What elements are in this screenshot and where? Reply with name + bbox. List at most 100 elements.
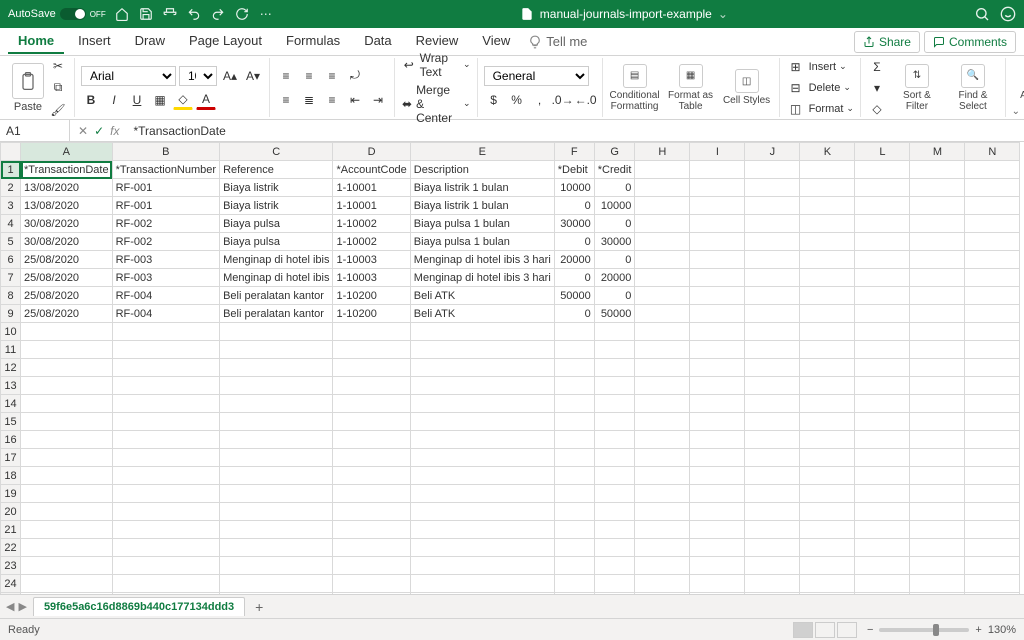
cell[interactable] — [965, 521, 1020, 539]
cell[interactable] — [554, 485, 594, 503]
cell[interactable] — [690, 485, 745, 503]
cell[interactable] — [333, 557, 410, 575]
row-header[interactable]: 15 — [1, 413, 21, 431]
cell[interactable] — [800, 197, 855, 215]
cell[interactable] — [745, 593, 800, 595]
cell[interactable] — [855, 269, 910, 287]
conditional-formatting-button[interactable]: ▤Conditional Formatting — [609, 64, 661, 112]
row-header[interactable]: 6 — [1, 251, 21, 269]
cell[interactable]: Biaya pulsa — [220, 215, 333, 233]
row-header[interactable]: 2 — [1, 179, 21, 197]
cell[interactable] — [855, 215, 910, 233]
cell[interactable] — [800, 233, 855, 251]
cell[interactable] — [112, 503, 219, 521]
row-header[interactable]: 22 — [1, 539, 21, 557]
cell[interactable] — [554, 431, 594, 449]
menu-tab-home[interactable]: Home — [8, 29, 64, 54]
cell[interactable] — [910, 215, 965, 233]
cell[interactable] — [910, 377, 965, 395]
view-normal-icon[interactable] — [793, 622, 813, 638]
cell[interactable] — [635, 179, 690, 197]
cell[interactable] — [410, 593, 554, 595]
cell[interactable]: Reference — [220, 161, 333, 179]
cell[interactable] — [910, 395, 965, 413]
clear-icon[interactable]: ◇ — [867, 99, 887, 119]
cell[interactable] — [594, 377, 635, 395]
cell[interactable] — [745, 287, 800, 305]
cell[interactable] — [635, 161, 690, 179]
cell[interactable] — [690, 377, 745, 395]
cell[interactable] — [112, 485, 219, 503]
cell[interactable]: 1-10002 — [333, 233, 410, 251]
cell[interactable] — [910, 557, 965, 575]
cell[interactable] — [333, 593, 410, 595]
percent-icon[interactable]: % — [507, 90, 527, 110]
cell[interactable] — [220, 557, 333, 575]
cell[interactable] — [690, 431, 745, 449]
cell[interactable] — [635, 287, 690, 305]
col-header-K[interactable]: K — [800, 143, 855, 161]
zoom-slider[interactable] — [879, 628, 969, 632]
cell[interactable] — [745, 467, 800, 485]
row-header[interactable]: 13 — [1, 377, 21, 395]
cell[interactable] — [910, 413, 965, 431]
cell[interactable]: 30000 — [594, 233, 635, 251]
cell[interactable] — [965, 287, 1020, 305]
paste-button[interactable]: Paste — [12, 63, 44, 113]
cell[interactable] — [965, 485, 1020, 503]
format-cells-button[interactable]: ◫Format⌄ — [786, 99, 854, 119]
cell[interactable] — [220, 431, 333, 449]
cell[interactable] — [965, 449, 1020, 467]
cell[interactable] — [594, 575, 635, 593]
cell[interactable]: RF-004 — [112, 287, 219, 305]
cell[interactable] — [910, 359, 965, 377]
merge-center-button[interactable]: ⬌ Merge & Center⌄ — [401, 83, 471, 125]
cell[interactable] — [800, 269, 855, 287]
cell[interactable]: 0 — [594, 215, 635, 233]
cell[interactable] — [554, 539, 594, 557]
cell[interactable] — [855, 341, 910, 359]
col-header-J[interactable]: J — [745, 143, 800, 161]
cell[interactable] — [21, 341, 113, 359]
cell[interactable] — [800, 395, 855, 413]
cell[interactable] — [745, 179, 800, 197]
cell[interactable]: Beli ATK — [410, 287, 554, 305]
cell[interactable] — [220, 485, 333, 503]
cell[interactable] — [800, 215, 855, 233]
analyze-data-button[interactable]: ⊞Analyze Data — [1012, 64, 1024, 112]
cell[interactable]: Biaya pulsa 1 bulan — [410, 215, 554, 233]
cell[interactable]: Menginap di hotel ibis 3 hari — [410, 269, 554, 287]
cell[interactable]: Biaya listrik 1 bulan — [410, 197, 554, 215]
cell[interactable] — [690, 341, 745, 359]
cell[interactable] — [554, 413, 594, 431]
cell[interactable]: 10000 — [554, 179, 594, 197]
cell[interactable]: 0 — [554, 269, 594, 287]
cell[interactable]: 1-10003 — [333, 269, 410, 287]
refresh-icon[interactable] — [234, 6, 250, 22]
cell[interactable] — [690, 179, 745, 197]
home-icon[interactable] — [114, 6, 130, 22]
cell[interactable] — [690, 593, 745, 595]
cell[interactable] — [220, 467, 333, 485]
cell[interactable] — [410, 431, 554, 449]
col-header-L[interactable]: L — [855, 143, 910, 161]
row-header[interactable]: 21 — [1, 521, 21, 539]
cell[interactable] — [410, 521, 554, 539]
cell[interactable]: Menginap di hotel ibis — [220, 269, 333, 287]
cell[interactable] — [745, 413, 800, 431]
row-header[interactable]: 8 — [1, 287, 21, 305]
zoom-in-button[interactable]: + — [975, 624, 981, 636]
cell[interactable]: 0 — [594, 287, 635, 305]
row-header[interactable]: 11 — [1, 341, 21, 359]
cell[interactable] — [855, 395, 910, 413]
cell[interactable] — [690, 233, 745, 251]
cell[interactable]: 1-10002 — [333, 215, 410, 233]
indent-dec-icon[interactable]: ⇤ — [345, 90, 365, 110]
cell[interactable]: 13/08/2020 — [21, 179, 113, 197]
cell[interactable] — [594, 593, 635, 595]
col-header-G[interactable]: G — [594, 143, 635, 161]
cell[interactable] — [910, 521, 965, 539]
sheet-next-icon[interactable]: ▶ — [18, 600, 26, 613]
cell[interactable] — [635, 539, 690, 557]
cell[interactable] — [965, 215, 1020, 233]
